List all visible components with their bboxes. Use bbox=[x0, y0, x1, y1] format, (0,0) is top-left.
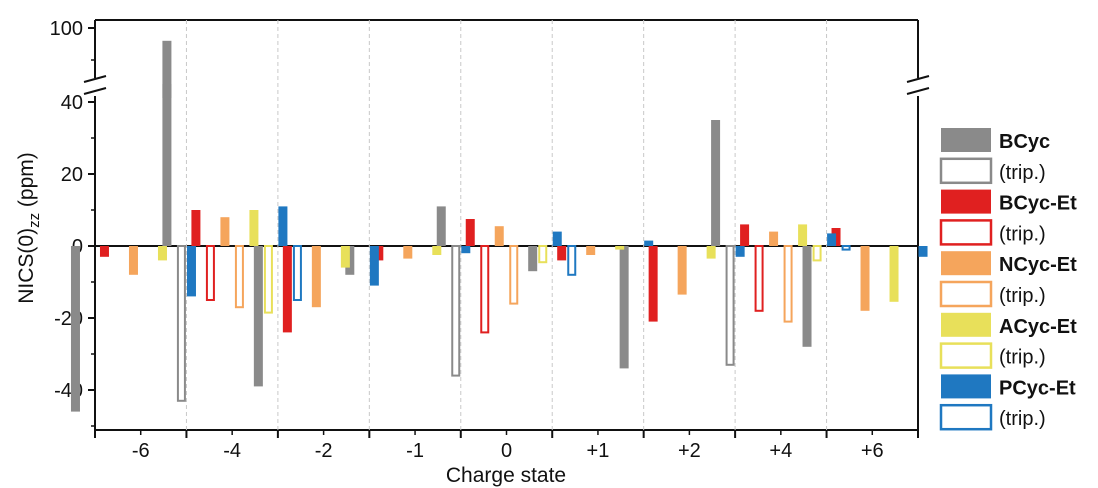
x-tick-label: -2 bbox=[315, 440, 333, 462]
legend-swatch bbox=[941, 312, 991, 337]
x-tick-label: -1 bbox=[406, 440, 424, 462]
legend-label: (trip.) bbox=[999, 285, 1046, 307]
x-tick-label: +2 bbox=[678, 440, 701, 462]
axis-break-mark-right-1 bbox=[906, 75, 930, 83]
bar-trip-outline bbox=[205, 245, 215, 301]
legend-swatch bbox=[939, 219, 993, 246]
y-axis-label-unit: (ppm) bbox=[15, 152, 38, 213]
bar-bcyc bbox=[70, 246, 80, 412]
legend-swatch bbox=[939, 280, 993, 308]
legend-swatch bbox=[941, 251, 991, 276]
bar-acyc-et bbox=[249, 210, 259, 246]
bar-acyc-et bbox=[889, 246, 899, 302]
bar-trip-outline bbox=[292, 245, 302, 301]
legend-label: BCyc-Et bbox=[999, 193, 1077, 215]
bar-bcyc-et bbox=[191, 210, 201, 246]
axis-break-mark-left-2 bbox=[83, 87, 107, 95]
x-tick-label: -4 bbox=[223, 440, 241, 462]
bar-bcyc bbox=[802, 246, 812, 347]
bar-ncyc-et bbox=[128, 246, 138, 275]
bar-trip-outline bbox=[480, 245, 490, 334]
bar-acyc-et bbox=[432, 246, 442, 255]
legend-swatch bbox=[941, 128, 991, 152]
bar-bcyc bbox=[162, 84, 172, 246]
bar-ncyc-et bbox=[860, 246, 870, 311]
bar-trip-outline bbox=[538, 245, 548, 264]
bar-pcyc-et bbox=[369, 246, 379, 286]
x-tick-label: +6 bbox=[861, 440, 884, 462]
bar-ncyc-et bbox=[311, 246, 321, 308]
legend-swatch bbox=[939, 157, 993, 185]
legend-label: (trip.) bbox=[999, 347, 1046, 369]
axis-break-mark-right-2 bbox=[906, 87, 930, 95]
bar-bcyc bbox=[253, 246, 263, 387]
bar-ncyc-et bbox=[677, 246, 687, 295]
bar-pcyc-et bbox=[461, 246, 471, 254]
x-tick-label: -6 bbox=[132, 440, 150, 462]
bar-trip-outline bbox=[725, 245, 735, 366]
legend-label: (trip.) bbox=[999, 223, 1046, 245]
x-tick-label: 0 bbox=[501, 440, 512, 462]
bar-bcyc-et bbox=[740, 224, 750, 246]
y-tick-label: 20 bbox=[61, 164, 83, 186]
legend-swatch bbox=[939, 403, 993, 431]
bar-trip-outline bbox=[754, 245, 764, 312]
bar-trip-outline bbox=[567, 245, 577, 276]
bar-pcyc-et bbox=[918, 246, 928, 257]
bar-acyc-et bbox=[706, 246, 716, 259]
legend-label: NCyc-Et bbox=[999, 254, 1077, 276]
bar-acyc-et bbox=[615, 246, 625, 250]
bar-ncyc-et bbox=[220, 217, 230, 246]
y-axis-label-main: NICS(0) bbox=[15, 228, 38, 304]
bar-bcyc bbox=[162, 40, 172, 98]
legend-swatch bbox=[941, 189, 991, 214]
bar-pcyc-et bbox=[735, 246, 745, 257]
bar-pcyc-et bbox=[552, 231, 562, 246]
legend-label: ACyc-Et bbox=[999, 316, 1077, 338]
x-tick-label: +1 bbox=[587, 440, 610, 462]
y-tick-label: 100 bbox=[50, 18, 83, 40]
x-tick-label: +4 bbox=[769, 440, 792, 462]
bar-trip-outline bbox=[176, 245, 186, 402]
bar-pcyc-et bbox=[644, 240, 654, 246]
legend-swatch bbox=[939, 342, 993, 369]
bar-acyc-et bbox=[157, 246, 167, 261]
bar-pcyc-et bbox=[278, 206, 288, 246]
bar-pcyc-et bbox=[186, 246, 196, 297]
y-axis-label-sub: zz bbox=[26, 213, 43, 228]
bar-trip-outline bbox=[783, 245, 793, 323]
bar-ncyc-et bbox=[494, 226, 504, 246]
bar-bcyc-et bbox=[282, 246, 292, 333]
bar-acyc-et bbox=[798, 224, 808, 246]
bar-pcyc-et bbox=[827, 233, 837, 246]
legend-label: PCyc-Et bbox=[999, 377, 1076, 399]
x-axis-label: Charge state bbox=[446, 464, 566, 487]
bar-trip-outline bbox=[812, 245, 822, 262]
legend-label: BCyc bbox=[999, 131, 1050, 153]
bar-bcyc-et bbox=[99, 246, 109, 257]
bar-acyc-et bbox=[340, 246, 350, 268]
bar-bcyc-et bbox=[648, 246, 658, 322]
bar-bcyc bbox=[711, 120, 721, 246]
bar-trip-outline bbox=[841, 245, 851, 251]
bar-bcyc bbox=[528, 246, 538, 272]
bar-bcyc-et bbox=[557, 246, 567, 261]
bar-bcyc-et bbox=[465, 219, 475, 246]
bar-ncyc-et bbox=[769, 231, 779, 246]
bar-bcyc bbox=[436, 206, 446, 246]
y-tick-label: 40 bbox=[61, 92, 83, 114]
legend-label: (trip.) bbox=[999, 162, 1046, 184]
bar-trip-outline bbox=[263, 245, 273, 314]
bar-bcyc bbox=[619, 246, 629, 369]
axis-break-mark-left-1 bbox=[83, 75, 107, 83]
bar-trip-outline bbox=[234, 245, 244, 309]
bar-ncyc-et bbox=[586, 246, 596, 255]
legend-label: (trip.) bbox=[999, 408, 1046, 430]
legend-swatch bbox=[941, 374, 991, 399]
bar-trip-outline bbox=[509, 245, 519, 305]
bar-ncyc-et bbox=[403, 246, 413, 259]
y-axis-label: NICS(0)zz (ppm) bbox=[15, 152, 43, 304]
bar-trip-outline bbox=[451, 245, 461, 377]
